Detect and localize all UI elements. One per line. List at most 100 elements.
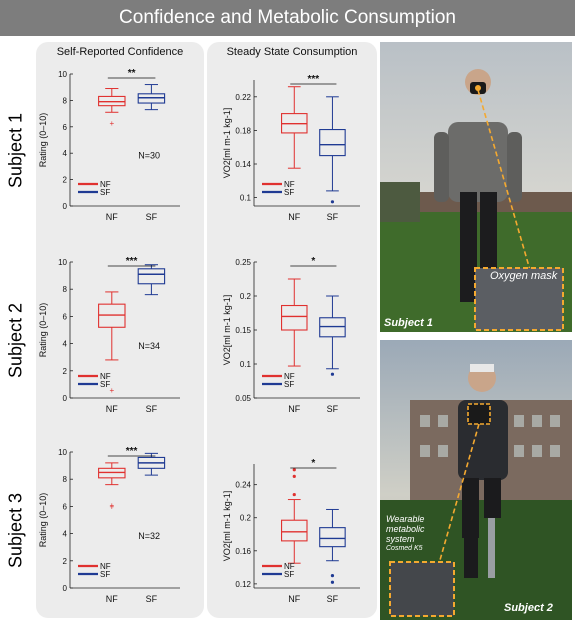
chart-3-sf-box [137,268,166,285]
chart-5-ytick-label-5: 10 [58,448,67,457]
chart-4-sf-outlier-0 [330,372,335,376]
chart-2-xtick-label-0: NF [288,212,300,222]
person-figure [458,364,508,578]
chart-3-ytick-label-1: 2 [63,367,68,376]
chart-6-nf-outlier-1 [292,474,296,478]
chart-5-n-label: N=32 [138,531,160,541]
chart-1-ytick-label-2: 4 [63,149,68,158]
chart-2-significance: *** [308,74,320,85]
chart-2-xtick-label-1: SF [327,212,339,222]
chart-6-sf-box [319,527,346,548]
figure-title: Confidence and Metabolic Consumption [0,0,575,36]
chart-5-legend-label-sf: SF [100,570,110,579]
chart-4-xtick-label-0: NF [288,404,300,414]
chart-1-significance: ** [128,68,136,79]
chart-3-significance: *** [126,256,138,267]
chart-2-legend-label-nf: NF [284,180,295,189]
chart-1-n-label: N=30 [138,150,160,160]
chart-5-ytick-label-2: 4 [63,530,68,539]
chart-3-legend-label-sf: SF [100,380,110,389]
chart-5-xtick-label-1: SF [146,594,158,604]
chart-6-xtick-label-0: NF [288,594,300,604]
chart-5-nf-outlier-0: + [109,502,114,511]
chart-5-ytick-label-3: 6 [63,502,68,511]
chart-2-ytick-label-3: 0.22 [235,93,251,102]
metabolic-system-label: Wearable metabolic system Cosmed K5 [386,514,425,554]
chart-3-ytick-label-2: 4 [63,340,68,349]
chart-3-xtick-label-0: NF [106,404,118,414]
chart-3-ytick-label-3: 6 [63,312,68,321]
oxygen-mask-label: Oxygen mask [490,270,558,282]
chart-6-xtick-label-1: SF [327,594,339,604]
chart-2-ytick-label-0: 0.1 [240,194,252,203]
chart-4-ytick-label-2: 0.15 [235,326,251,335]
chart-6-sf-outlier-0 [330,574,335,578]
chart-3-ylabel: Rating (0–10) [38,303,48,358]
chart-6-ylabel: VO2[ml m-1 kg-1] [222,491,232,562]
chart-2-ytick-label-2: 0.18 [235,126,251,135]
chart-6-legend-label-sf: SF [284,570,294,579]
chart-6-ytick-label-3: 0.24 [235,481,251,490]
chart-6-nf-outlier-2 [292,468,296,472]
subject-2-photo-illustration [380,340,572,620]
subject-2-photo: Wearable metabolic system Cosmed K5 Subj… [380,340,572,620]
chart-1-ylabel: Rating (0–10) [38,113,48,168]
chart-5-ylabel: Rating (0–10) [38,493,48,548]
chart-2-sf-outlier-0 [330,200,335,204]
confidence-panel: Self-Reported Confidence [36,42,204,618]
chart-5-significance: *** [126,446,138,457]
chart-1-xtick-label-1: SF [146,212,158,222]
chart-3-ytick-label-5: 10 [58,258,67,267]
chart-6-nf-box [281,519,308,542]
chart-2-ytick-label-1: 0.14 [235,160,251,169]
subject-1-caption: Subject 1 [384,317,433,329]
chart-4-ylabel: VO2[ml m-1 kg-1] [222,295,232,366]
chart-3-nf-outlier-0: + [109,386,114,395]
chart-6-ytick-label-1: 0.16 [235,547,251,556]
callout-line-2: metabolic [386,524,425,534]
chart-2-sf-box [319,129,346,157]
metabolic-system-callout [389,561,455,617]
chart-1-ytick-label-0: 0 [63,202,68,211]
chart-6-legend-label-nf: NF [284,562,295,571]
chart-6-nf-outlier-0 [292,492,296,497]
chart-4-ytick-label-3: 0.2 [240,292,252,301]
chart-3-n-label: N=34 [138,341,160,351]
chart-5-xtick-label-0: NF [106,594,118,604]
callout-line-1: Wearable [386,514,425,524]
chart-3-xtick-label-1: SF [146,404,158,414]
chart-5-ytick-label-4: 8 [63,475,68,484]
chart-4-nf-box [281,304,308,331]
chart-2-ylabel: VO2[ml m-1 kg-1] [222,108,232,179]
chart-5-nf-outlier-1: + [109,501,114,510]
chart-4-legend-label-nf: NF [284,372,295,381]
chart-5-ytick-label-0: 0 [63,584,68,593]
person-figure [434,69,522,302]
chart-1-xtick-label-0: NF [106,212,118,222]
callout-line-4: Cosmed K5 [386,545,423,552]
chart-1-ytick-label-4: 8 [63,96,68,105]
chart-6-ytick-label-2: 0.2 [240,514,252,523]
chart-4-ytick-label-4: 0.25 [235,258,251,267]
consumption-panel-header: Steady State Consumption [226,46,358,58]
chart-1-legend-label-sf: SF [100,188,110,197]
chart-3-legend-label-nf: NF [100,372,111,381]
chart-1-ytick-label-3: 6 [63,123,68,132]
confidence-panel-header: Self-Reported Confidence [56,46,184,58]
chart-4-legend-label-sf: SF [284,380,294,389]
subject-1-photo-illustration [380,42,572,332]
chart-1-ytick-label-5: 10 [58,70,67,79]
chart-6-sf-outlier-1 [330,580,335,584]
chart-4-ytick-label-1: 0.1 [240,360,252,369]
prosthetic-leg [488,518,495,578]
subject-2-caption: Subject 2 [504,602,553,614]
chart-2-legend-label-sf: SF [284,188,294,197]
metabolic-system-device [467,403,491,425]
subject-1-photo: Oxygen mask Subject 1 [380,42,572,332]
chart-6-ytick-label-0: 0.12 [235,580,251,589]
chart-4-xtick-label-1: SF [327,404,339,414]
chart-1-ytick-label-1: 2 [63,176,68,185]
chart-1-nf-outlier-0: + [109,119,114,128]
chart-4-significance: * [311,256,315,267]
